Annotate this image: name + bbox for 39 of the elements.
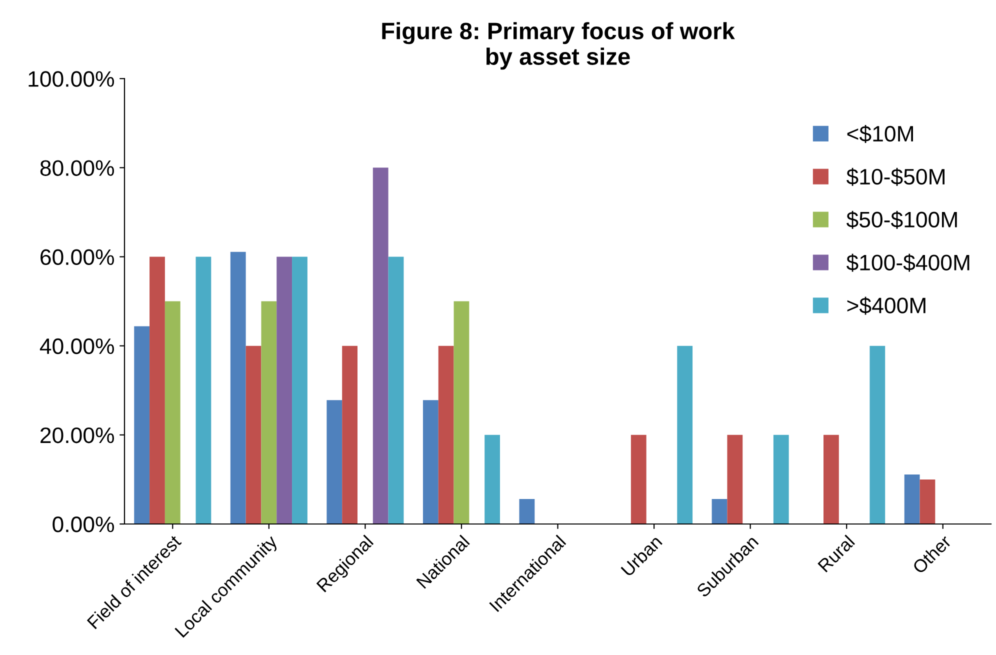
bar	[292, 256, 308, 524]
bar	[870, 346, 886, 524]
bar	[164, 301, 180, 524]
y-tick-label: 40.00%	[40, 338, 114, 354]
bar	[326, 400, 342, 524]
y-tick-label: 20.00%	[40, 427, 114, 444]
bar	[388, 256, 404, 524]
y-tick-label: 100.00%	[28, 71, 114, 87]
bar	[276, 256, 292, 524]
legend-label: $50-$100M	[846, 210, 957, 229]
bar	[246, 346, 262, 524]
bar	[484, 434, 500, 524]
bar	[134, 326, 150, 524]
y-tick-label: 80.00%	[40, 160, 114, 176]
y-tick-label: 60.00%	[40, 249, 114, 266]
chart-title: Figure 8: Primary focus of work by asset size	[382, 22, 735, 70]
bar	[150, 256, 165, 524]
legend-label: <$10M	[847, 124, 913, 143]
bar	[677, 346, 693, 524]
y-tick-label: 0.00%	[52, 516, 114, 532]
bar	[454, 301, 470, 524]
bar	[372, 168, 388, 524]
bar	[519, 499, 535, 524]
bar	[712, 499, 728, 524]
legend-label: $100-$400M	[846, 254, 970, 272]
bar	[823, 434, 839, 524]
bar	[342, 346, 358, 524]
bar	[920, 479, 936, 524]
bar	[438, 346, 454, 524]
bar	[773, 434, 789, 524]
bar	[261, 301, 277, 524]
bar	[196, 256, 212, 524]
bar	[422, 400, 438, 524]
bar	[727, 434, 743, 524]
bar	[630, 434, 646, 524]
bar	[904, 474, 920, 524]
bar	[230, 252, 246, 524]
legend-label: $10-$50M	[846, 168, 944, 186]
legend-label: >$400M	[847, 296, 926, 315]
